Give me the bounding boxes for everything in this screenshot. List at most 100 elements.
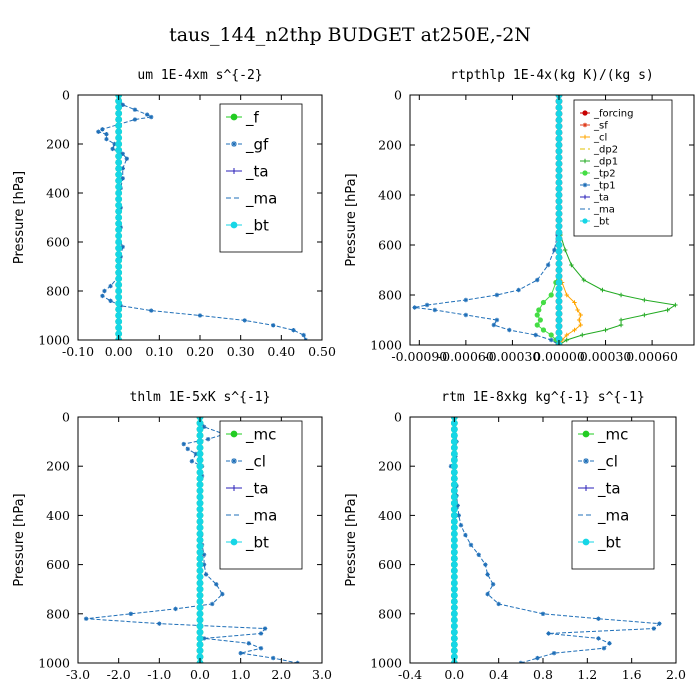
series-point-cl	[458, 523, 464, 528]
series-point-gf	[108, 298, 113, 303]
y-tick-label: 0	[394, 410, 402, 425]
series-point-dp1	[618, 322, 624, 328]
series-point-dp1	[618, 292, 624, 298]
series-point-bt	[555, 241, 563, 249]
y-tick-label: 800	[46, 284, 70, 299]
series-point-bt	[555, 166, 563, 174]
series-point-bt	[115, 103, 123, 111]
legend-entry-ma: _ma	[226, 506, 277, 525]
x-tick-label: 0.4	[489, 667, 509, 682]
legend-entry-sf: _sf	[580, 121, 608, 132]
y-tick-label: 1000	[370, 656, 402, 671]
series-point-bt	[450, 536, 458, 544]
series-layer	[83, 417, 300, 663]
series-point-gf	[120, 151, 125, 156]
series-point-cl	[496, 601, 501, 607]
y-tick-label: 600	[46, 235, 70, 250]
series-point-bt	[555, 260, 563, 268]
series-point-bt	[115, 207, 123, 215]
series-point-bt	[115, 318, 123, 326]
series-point-dp1	[618, 317, 624, 323]
series-point-gf	[132, 117, 138, 122]
series-point-cl	[463, 532, 468, 538]
legend-label: _forcing	[593, 109, 634, 120]
series-point-gf	[120, 176, 125, 181]
series-point-bt	[196, 585, 204, 593]
series-point-bt	[555, 322, 563, 330]
series-point-gf	[110, 146, 115, 152]
legend-label: _cl	[597, 452, 618, 471]
x-tick-label: -1.0	[147, 667, 171, 682]
legend-label: _ta	[245, 162, 269, 181]
y-tick-label: 0	[62, 88, 70, 103]
legend-marker	[583, 485, 589, 491]
x-tick-label: 0.40	[267, 344, 295, 359]
y-tick-label: 1000	[38, 333, 70, 348]
series-point-gf	[104, 136, 109, 142]
legend-label: _bt	[245, 216, 269, 235]
series-point-bt	[555, 254, 563, 261]
series-point-bt	[450, 647, 458, 655]
series-point-cl	[185, 446, 190, 452]
legend-label: _ta	[593, 193, 609, 204]
series-line-cl	[86, 417, 298, 663]
series-point-tp1	[463, 312, 469, 318]
series-point-bt	[196, 542, 204, 550]
series-line-tp1	[414, 95, 560, 345]
series-point-bt	[196, 505, 204, 513]
series-point-bt	[555, 191, 563, 199]
series-point-tp2	[536, 307, 542, 313]
x-tick-label: -0.00030	[484, 349, 540, 364]
series-point-cl	[193, 451, 199, 457]
legend-marker	[231, 168, 237, 174]
legend-entry-ta: _ta	[578, 479, 621, 498]
x-tick-label: 0.00000	[533, 349, 585, 364]
series-point-cl	[173, 606, 178, 612]
series-point-bt	[196, 635, 204, 642]
series-point-cl	[476, 552, 481, 557]
series-point-bt	[555, 160, 563, 168]
x-tick-label: 0.10	[145, 344, 173, 359]
series-point-tp1	[545, 262, 551, 268]
series-point-bt	[115, 122, 123, 130]
series-point-bt	[450, 450, 458, 458]
series-point-bt	[555, 266, 563, 274]
legend-entry-forcing: _forcing	[580, 109, 634, 120]
series-point-tp1	[463, 297, 469, 303]
legend-marker	[230, 538, 238, 546]
series-point-bt	[555, 154, 563, 161]
series-point-cl	[128, 611, 134, 616]
series-point-tp1	[535, 277, 540, 283]
panel-title: rtpthlp 1E-4x(kg K)/(kg s)	[450, 68, 654, 83]
legend-marker	[582, 158, 588, 164]
series-point-cl	[483, 562, 488, 567]
series-line-dp1	[558, 95, 677, 345]
series-point-bt	[450, 438, 458, 446]
legend-label: _bt	[245, 533, 269, 552]
legend: _forcing_sf_cl_dp2_dp1_tp2_tp1_ta_ma_bt	[573, 99, 673, 237]
series-point-dp1	[600, 287, 605, 293]
series-point-bt	[115, 281, 123, 289]
series-point-bt	[555, 122, 563, 130]
series-point-bt	[450, 505, 458, 513]
y-tick-label: 200	[46, 459, 70, 474]
x-tick-label: 0.00060	[626, 349, 678, 364]
x-tick-label: 0.8	[533, 667, 553, 682]
series-point-bt	[450, 481, 458, 489]
series-point-dp1	[562, 247, 568, 253]
legend-entry-cl: _cl	[580, 133, 607, 144]
series-point-bt	[196, 425, 204, 433]
legend-marker	[582, 110, 588, 116]
series-point-cl	[205, 436, 211, 442]
x-tick-label: 1.2	[577, 667, 597, 682]
legend-label: _ma	[245, 506, 277, 525]
series-point-bt	[115, 201, 123, 209]
legend-label: _ma	[245, 189, 277, 208]
series-point-bt	[196, 499, 204, 507]
series-point-cl	[546, 631, 551, 636]
series-point-bt	[196, 512, 204, 519]
series-point-bt	[115, 293, 123, 301]
legend-entry-cl: _cl	[226, 452, 266, 471]
series-point-gf	[144, 112, 150, 117]
series-point-bt	[450, 462, 458, 470]
